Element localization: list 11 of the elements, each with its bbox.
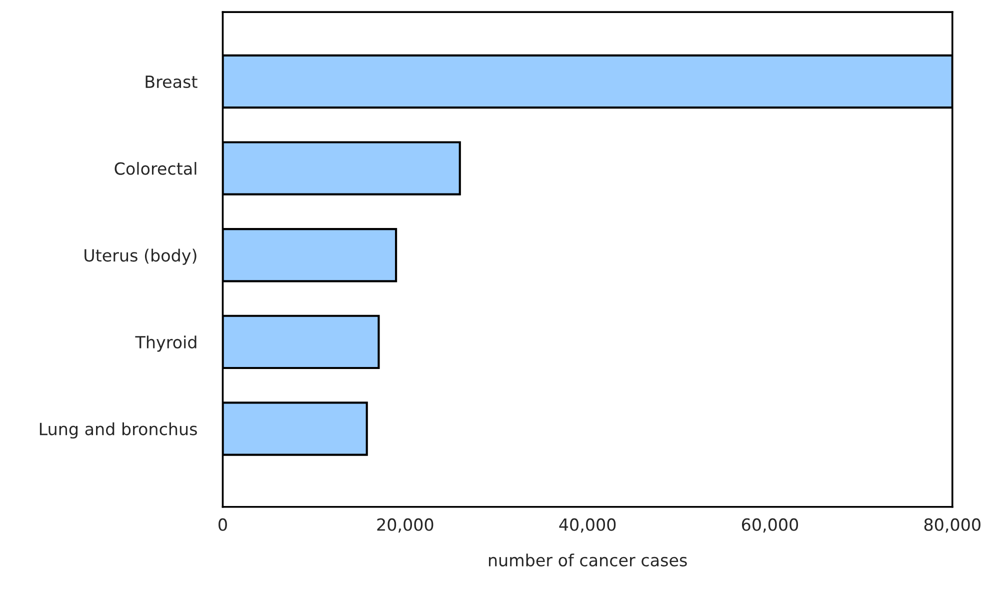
x-tick-label: 0 (218, 518, 227, 531)
y-tick-label: Breast (146, 76, 198, 88)
x-tick-label: 20,000 (377, 518, 434, 533)
x-axis-title: number of cancer cases (488, 554, 687, 566)
x-tick-label: 40,000 (559, 518, 616, 533)
y-tick-label: Lung and bronchus (40, 422, 197, 439)
y-tick-label: Uterus (body) (84, 248, 196, 265)
x-tick-label: 80,000 (924, 518, 980, 533)
y-tick-label: Colorectal (114, 162, 196, 175)
y-tick-label: Thyroid (135, 336, 196, 352)
x-tick-label: 60,000 (742, 518, 798, 533)
